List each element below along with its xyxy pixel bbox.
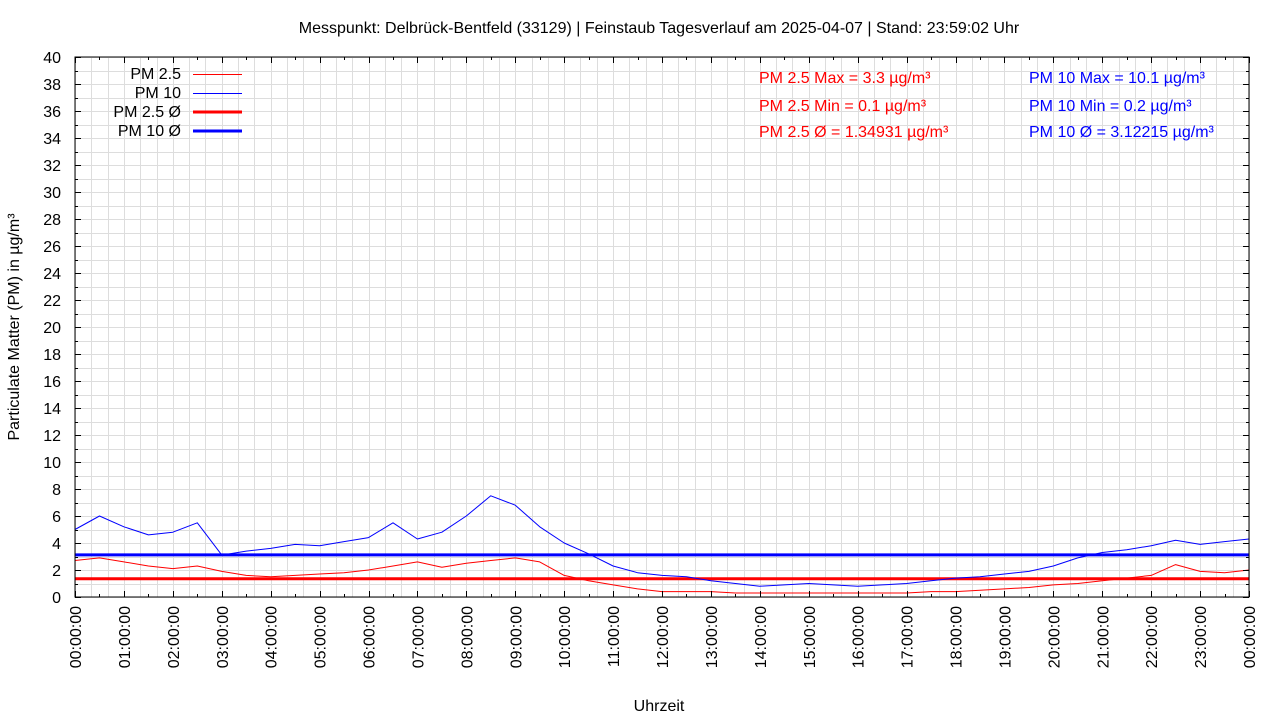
- pm25-avg-label: PM 2.5 Ø = 1.34931 µg/m³: [759, 124, 949, 141]
- legend-label-pm25-avg: PM 2.5 Ø: [113, 104, 181, 121]
- y-axis-label: Particulate Matter (PM) in µg/m³: [6, 213, 23, 441]
- x-tick-label: 11:00:00: [606, 606, 623, 667]
- x-tick-label: 09:00:00: [508, 606, 525, 668]
- grid: [75, 57, 1250, 598]
- y-tick-label: 30: [43, 185, 61, 202]
- x-tick-label: 22:00:00: [1144, 606, 1161, 668]
- y-tick-label: 10: [43, 455, 61, 472]
- y-tick-label: 12: [43, 428, 61, 445]
- y-tick-label: 14: [43, 401, 61, 418]
- y-tick-label: 26: [43, 239, 61, 256]
- chart-title: Messpunkt: Delbrück-Bentfeld (33129) | F…: [299, 20, 1020, 37]
- x-tick-label: 02:00:00: [166, 606, 183, 668]
- x-tick-label: 17:00:00: [900, 606, 917, 668]
- x-tick-label: 20:00:00: [1046, 606, 1063, 668]
- y-tick-label: 18: [43, 347, 61, 364]
- pm10-max-label: PM 10 Max = 10.1 µg/m³: [1029, 70, 1206, 87]
- x-tick-label: 06:00:00: [362, 606, 379, 668]
- x-tick-label: 21:00:00: [1095, 606, 1112, 668]
- y-tick-label: 6: [52, 509, 61, 526]
- legend-label-pm10-avg: PM 10 Ø: [118, 123, 181, 140]
- x-tick-label: 07:00:00: [410, 606, 427, 668]
- legend: PM 2.5 PM 10 PM 2.5 Ø PM 10 Ø: [113, 66, 242, 140]
- x-tick-label: 23:00:00: [1193, 606, 1210, 668]
- legend-label-pm10: PM 10: [135, 85, 181, 102]
- x-tick-label: 00:00:00: [68, 606, 85, 668]
- x-tick-label: 15:00:00: [802, 606, 819, 668]
- y-tick-label: 0: [52, 590, 61, 607]
- x-tick-label: 16:00:00: [851, 606, 868, 668]
- x-tick-label: 00:00:00: [1242, 606, 1259, 668]
- x-tick-label: 01:00:00: [117, 606, 134, 668]
- pm10-min-label: PM 10 Min = 0.2 µg/m³: [1029, 98, 1192, 115]
- tick-labels: 024681012141618202224262830323436384000:…: [43, 50, 1259, 668]
- x-tick-label: 04:00:00: [264, 606, 281, 668]
- pm25-max-label: PM 2.5 Max = 3.3 µg/m³: [759, 70, 931, 87]
- y-tick-label: 8: [52, 482, 61, 499]
- y-tick-label: 36: [43, 104, 61, 121]
- series-line-1: [74, 495, 1250, 587]
- stats-annotations: PM 2.5 Max = 3.3 µg/m³ PM 2.5 Min = 0.1 …: [759, 70, 1215, 141]
- x-tick-label: 08:00:00: [459, 606, 476, 668]
- y-tick-label: 4: [52, 536, 61, 553]
- y-tick-label: 32: [43, 158, 61, 175]
- x-tick-label: 05:00:00: [313, 606, 330, 668]
- x-tick-label: 10:00:00: [557, 606, 574, 668]
- x-tick-label: 19:00:00: [997, 606, 1014, 668]
- y-tick-label: 34: [43, 131, 61, 148]
- y-tick-label: 16: [43, 374, 61, 391]
- y-tick-label: 38: [43, 77, 61, 94]
- y-tick-label: 22: [43, 293, 61, 310]
- x-tick-label: 13:00:00: [704, 606, 721, 668]
- y-tick-label: 24: [43, 266, 61, 283]
- pm10-avg-label: PM 10 Ø = 3.12215 µg/m³: [1029, 124, 1215, 141]
- x-tick-label: 12:00:00: [655, 606, 672, 668]
- x-tick-label: 18:00:00: [949, 606, 966, 668]
- y-tick-label: 20: [43, 320, 61, 337]
- y-tick-label: 40: [43, 50, 61, 67]
- x-axis-label: Uhrzeit: [634, 698, 685, 715]
- y-tick-label: 2: [52, 563, 61, 580]
- axis-ticks: [75, 57, 1250, 598]
- pm25-min-label: PM 2.5 Min = 0.1 µg/m³: [759, 98, 927, 115]
- y-tick-label: 28: [43, 212, 61, 229]
- legend-label-pm25: PM 2.5: [130, 66, 181, 83]
- x-tick-label: 14:00:00: [753, 606, 770, 668]
- average-lines: [75, 553, 1249, 581]
- x-tick-label: 03:00:00: [215, 606, 232, 668]
